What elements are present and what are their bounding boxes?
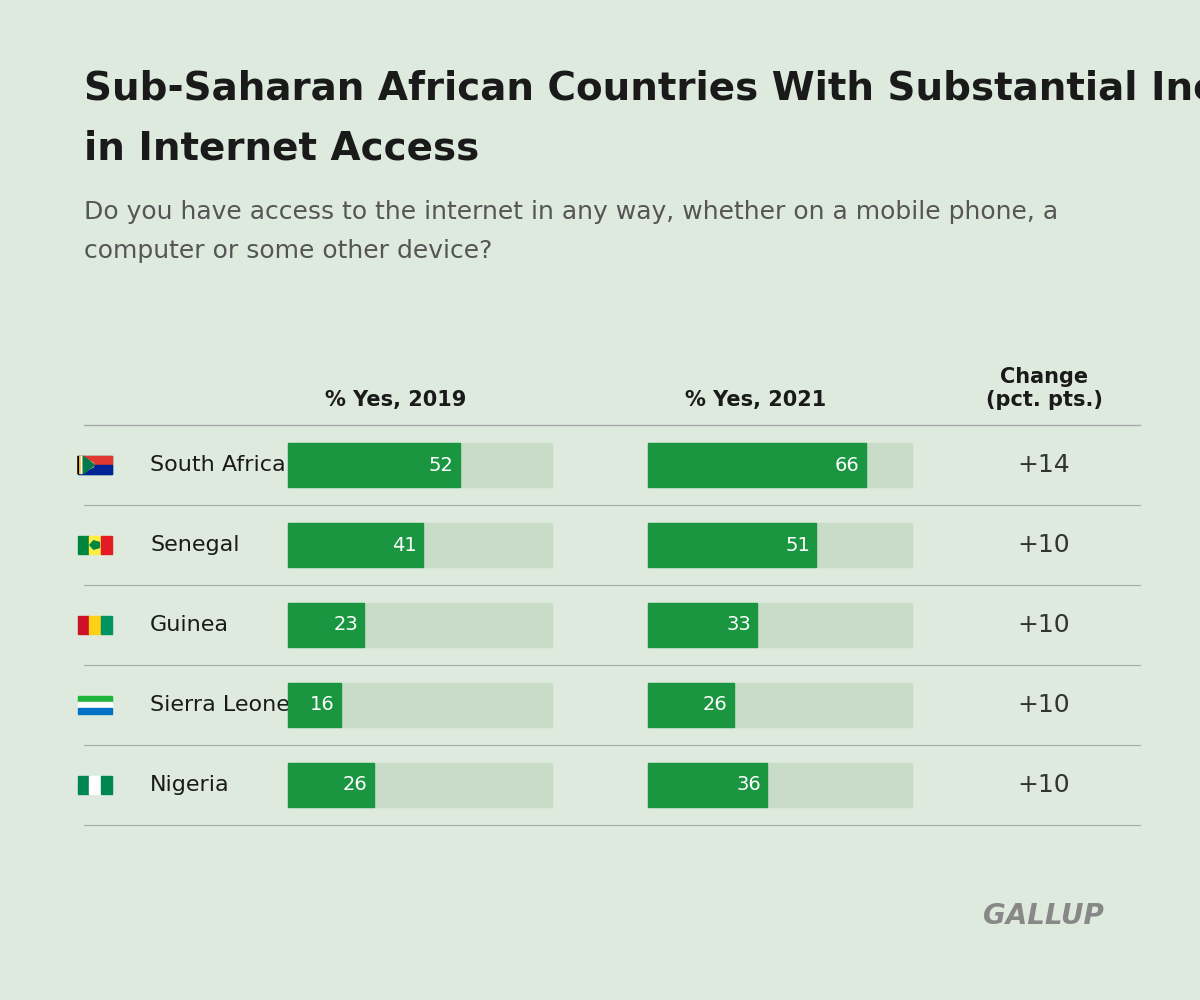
Text: % Yes, 2021: % Yes, 2021	[685, 390, 827, 410]
Text: 23: 23	[334, 616, 358, 635]
Text: 26: 26	[343, 776, 368, 794]
Text: 36: 36	[736, 776, 761, 794]
Text: 16: 16	[310, 696, 335, 714]
Text: % Yes, 2019: % Yes, 2019	[325, 390, 467, 410]
Text: Senegal: Senegal	[150, 535, 240, 555]
Text: +10: +10	[1018, 613, 1070, 637]
Text: Guinea: Guinea	[150, 615, 229, 635]
Text: 33: 33	[726, 616, 751, 635]
Text: 66: 66	[835, 456, 860, 475]
Text: South Africa: South Africa	[150, 455, 286, 475]
Text: GALLUP: GALLUP	[983, 902, 1104, 930]
Text: Sierra Leone: Sierra Leone	[150, 695, 290, 715]
Text: +10: +10	[1018, 693, 1070, 717]
Text: +10: +10	[1018, 773, 1070, 797]
Text: 52: 52	[428, 456, 454, 475]
Text: +10: +10	[1018, 533, 1070, 557]
Text: 51: 51	[786, 536, 810, 555]
Text: in Internet Access: in Internet Access	[84, 130, 479, 168]
Text: Sub-Saharan African Countries With Substantial Increases: Sub-Saharan African Countries With Subst…	[84, 70, 1200, 108]
Text: 41: 41	[392, 536, 418, 555]
Text: Change
(pct. pts.): Change (pct. pts.)	[985, 367, 1103, 410]
Text: 26: 26	[703, 696, 728, 714]
Text: +14: +14	[1018, 453, 1070, 477]
Text: Do you have access to the internet in any way, whether on a mobile phone, a
comp: Do you have access to the internet in an…	[84, 200, 1058, 263]
Text: Nigeria: Nigeria	[150, 775, 229, 795]
